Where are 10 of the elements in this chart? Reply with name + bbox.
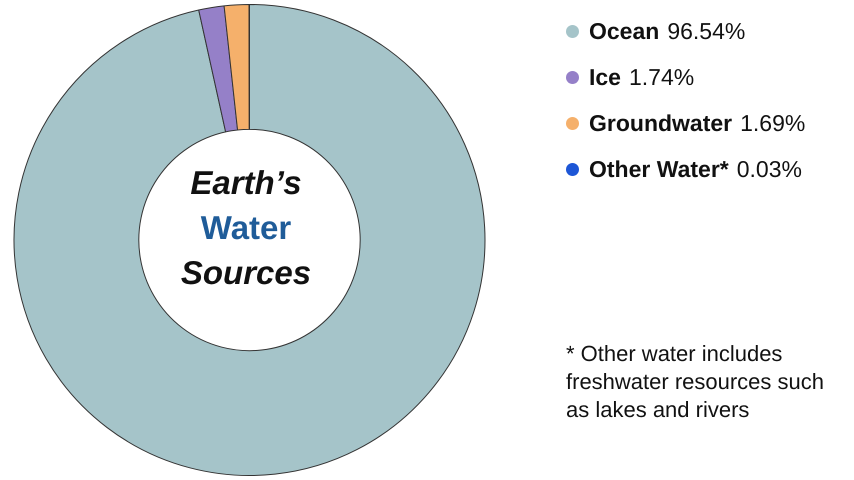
text: Earth’s Water Sources: [180, 163, 312, 293]
legend-label: Ocean: [589, 18, 660, 44]
legend-label: Other Water*: [589, 156, 729, 182]
data-label: 1.69%: [740, 110, 806, 136]
data-label: 0.03%: [736, 156, 802, 182]
data-label: 96.54%: [667, 18, 746, 44]
legend-label: Groundwater: [589, 110, 732, 136]
data-label: 1.74%: [628, 64, 694, 90]
legend-label: Ice: [589, 64, 621, 90]
text: * Other water includes freshwater resources such as lakes and rivers: [566, 340, 825, 424]
